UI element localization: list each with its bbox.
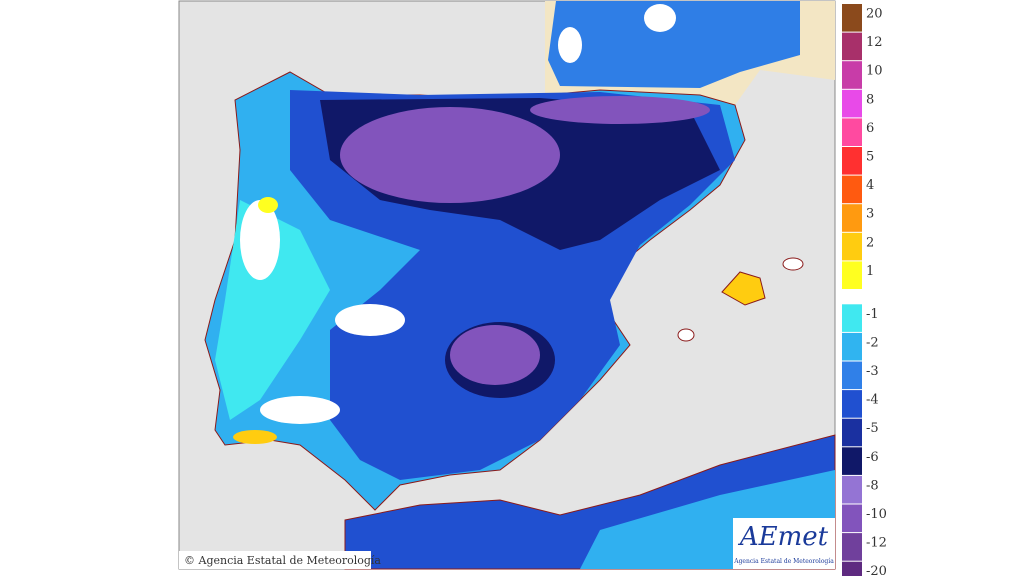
biscay-field bbox=[548, 1, 800, 88]
very-cold-zone bbox=[450, 325, 540, 385]
legend-swatch bbox=[842, 447, 862, 475]
legend-swatch bbox=[842, 561, 862, 576]
legend-swatch bbox=[842, 418, 862, 447]
legend-label: -8 bbox=[866, 478, 879, 493]
legend: 20 12 10 8 6 5 4 3 2 1 -1 -2 -3 -4 -5 -6 -8 -10 -12 -20 bbox=[842, 4, 887, 576]
map: © Agencia Estatal de Meteorología AEmet … bbox=[178, 0, 836, 570]
legend-label: 5 bbox=[866, 150, 874, 165]
patch bbox=[558, 27, 582, 63]
copyright: © Agencia Estatal de Meteorología bbox=[184, 554, 381, 567]
legend-swatch bbox=[842, 204, 862, 232]
patch bbox=[240, 200, 280, 280]
legend-label: -5 bbox=[866, 421, 879, 436]
menorca bbox=[782, 257, 804, 271]
legend-label: -10 bbox=[866, 507, 887, 522]
legend-swatch bbox=[842, 32, 862, 61]
ibiza bbox=[677, 328, 695, 342]
legend-swatch bbox=[842, 390, 862, 418]
legend-swatch bbox=[842, 533, 862, 561]
legend-swatch bbox=[842, 61, 862, 89]
mallorca bbox=[721, 271, 766, 306]
legend-swatch bbox=[842, 118, 862, 146]
legend-label: 6 bbox=[866, 121, 874, 136]
legend-swatch bbox=[842, 304, 862, 332]
logo: AEmet bbox=[738, 522, 829, 552]
legend-label: -2 bbox=[866, 335, 879, 350]
legend-label: -1 bbox=[866, 307, 879, 322]
legend-label: 2 bbox=[866, 235, 874, 250]
legend-label: -12 bbox=[866, 536, 887, 551]
legend-swatch bbox=[842, 89, 862, 118]
legend-label: 20 bbox=[866, 7, 883, 22]
legend-label: 4 bbox=[866, 178, 874, 193]
warm-spot bbox=[258, 197, 278, 213]
very-cold-zone bbox=[340, 107, 560, 203]
legend-swatch bbox=[842, 504, 862, 533]
legend-swatch bbox=[842, 147, 862, 175]
logo-subtitle: Agencia Estatal de Meteorología bbox=[733, 558, 834, 565]
copyright-box bbox=[179, 551, 371, 569]
legend-swatch bbox=[842, 232, 862, 261]
logo-box bbox=[733, 518, 835, 569]
warm-spot bbox=[233, 430, 277, 444]
patch bbox=[335, 304, 405, 336]
legend-swatch bbox=[842, 361, 862, 390]
patch bbox=[644, 4, 676, 32]
legend-swatch bbox=[842, 475, 862, 504]
legend-swatch bbox=[842, 175, 862, 204]
legend-swatch bbox=[842, 4, 862, 32]
legend-label: 8 bbox=[866, 92, 874, 107]
legend-label: -4 bbox=[866, 393, 879, 408]
patch bbox=[260, 396, 340, 424]
legend-swatch bbox=[842, 261, 862, 289]
legend-swatch bbox=[842, 332, 862, 361]
legend-label: 12 bbox=[866, 35, 883, 50]
legend-label: 10 bbox=[866, 64, 883, 79]
legend-label: -6 bbox=[866, 450, 879, 465]
legend-label: -3 bbox=[866, 364, 879, 379]
legend-label: 3 bbox=[866, 207, 874, 222]
legend-label: 1 bbox=[866, 264, 874, 279]
legend-label: -20 bbox=[866, 564, 887, 576]
very-cold-zone bbox=[530, 96, 710, 124]
